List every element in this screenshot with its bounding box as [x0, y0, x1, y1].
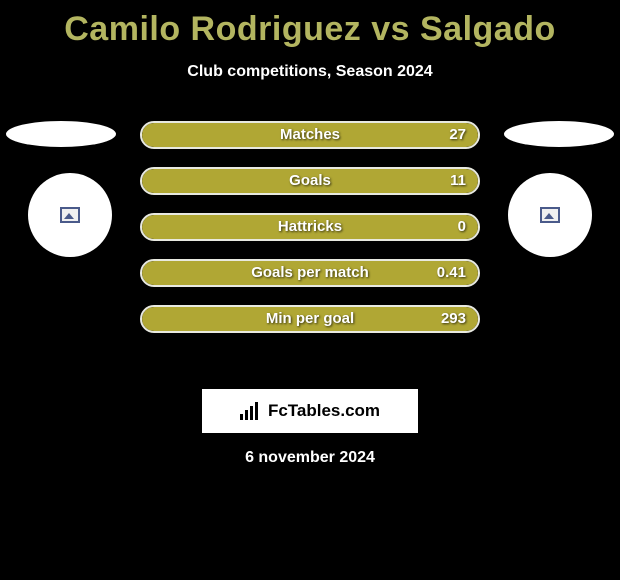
stat-value: 0 [458, 215, 466, 239]
date-label: 6 november 2024 [0, 449, 620, 467]
stat-bar: Goals per match 0.41 [140, 259, 480, 287]
stat-label: Goals per match [142, 261, 478, 285]
stat-bar: Matches 27 [140, 121, 480, 149]
stat-label: Goals [142, 169, 478, 193]
stat-bar: Min per goal 293 [140, 305, 480, 333]
stat-bar: Hattricks 0 [140, 213, 480, 241]
player-left-avatar [28, 173, 112, 257]
player-left-oval [6, 121, 116, 147]
stat-value: 27 [449, 123, 466, 147]
logo-text: FcTables.com [268, 401, 380, 421]
image-placeholder-icon [60, 207, 80, 223]
player-right-avatar [508, 173, 592, 257]
stat-value: 11 [450, 169, 466, 193]
fctables-logo: FcTables.com [202, 389, 418, 433]
page-title: Camilo Rodriguez vs Salgado [0, 0, 620, 49]
image-placeholder-icon [540, 207, 560, 223]
stats-bars: Matches 27 Goals 11 Hattricks 0 Goals pe… [140, 121, 480, 351]
bars-icon [240, 402, 262, 420]
subtitle: Club competitions, Season 2024 [0, 63, 620, 81]
stat-bar: Goals 11 [140, 167, 480, 195]
stat-value: 0.41 [437, 261, 466, 285]
stat-label: Matches [142, 123, 478, 147]
stat-label: Min per goal [142, 307, 478, 331]
comparison-panel: Matches 27 Goals 11 Hattricks 0 Goals pe… [0, 121, 620, 381]
stat-label: Hattricks [142, 215, 478, 239]
player-right-oval [504, 121, 614, 147]
stat-value: 293 [441, 307, 466, 331]
